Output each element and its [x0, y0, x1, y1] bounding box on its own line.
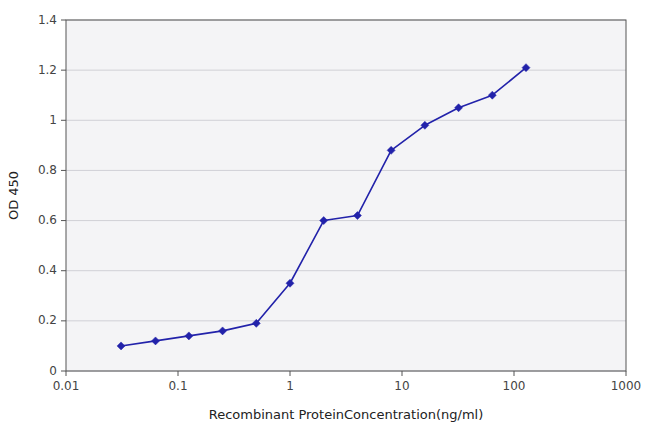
- tick-label: 0.4: [38, 263, 57, 277]
- tick-label: 1.4: [38, 13, 57, 27]
- tick-mark: [66, 371, 67, 376]
- grid-line: [66, 320, 626, 321]
- grid-line: [66, 70, 626, 71]
- data-layer: [117, 64, 530, 350]
- chart-container: 0 0.2 0.4 0.6 0.8 1 1.2 1.4 0.01 0.1 1 10 100 1000 Rec…: [0, 0, 650, 433]
- data-line: [121, 68, 526, 346]
- tick-label: 100: [503, 379, 526, 393]
- plot-area: 0 0.2 0.4 0.6 0.8 1 1.2 1.4 0.01 0.1 1 10 100 1000: [38, 13, 641, 394]
- data-point: [320, 217, 328, 225]
- tick-mark: [402, 371, 403, 376]
- data-point: [286, 279, 294, 287]
- data-point: [522, 64, 530, 72]
- data-point: [219, 327, 227, 335]
- tick-label: 0.6: [38, 213, 57, 227]
- tick-label: 10: [394, 379, 409, 393]
- data-point: [421, 121, 429, 129]
- tick-mark: [178, 371, 179, 376]
- tick-label: 0: [49, 364, 57, 378]
- tick-mark: [61, 220, 66, 221]
- tick-label: 0.1: [168, 379, 187, 393]
- data-point: [152, 337, 160, 345]
- data-point: [185, 332, 193, 340]
- grid-line: [66, 120, 626, 121]
- tick-mark: [514, 371, 515, 376]
- chart: 0 0.2 0.4 0.6 0.8 1 1.2 1.4 0.01 0.1 1 10 100 1000 Rec…: [0, 0, 650, 433]
- tick-label: 1: [286, 379, 294, 393]
- data-point: [455, 104, 463, 112]
- tick-mark: [61, 320, 66, 321]
- tick-mark: [61, 371, 66, 372]
- tick-mark: [61, 270, 66, 271]
- data-point: [488, 91, 496, 99]
- y-axis-label: OD 450: [6, 171, 21, 220]
- grid-line: [66, 170, 626, 171]
- plot-background: [66, 20, 626, 371]
- tick-label: 1000: [611, 379, 642, 393]
- tick-mark: [626, 371, 627, 376]
- tick-mark: [61, 20, 66, 21]
- plot-frame: [66, 20, 626, 371]
- tick-mark: [61, 70, 66, 71]
- data-point: [387, 146, 395, 154]
- tick-mark: [61, 170, 66, 171]
- grid-line: [66, 220, 626, 221]
- tick-mark: [290, 371, 291, 376]
- tick-label: 0.2: [38, 313, 57, 327]
- data-point: [252, 319, 260, 327]
- tick-label: 0.8: [38, 163, 57, 177]
- tick-label: 1.2: [38, 63, 57, 77]
- data-point: [117, 342, 125, 350]
- tick-label: 0.01: [53, 379, 80, 393]
- tick-mark: [61, 120, 66, 121]
- data-point: [353, 212, 361, 220]
- x-axis-label: Recombinant ProteinConcentration(ng/ml): [209, 407, 484, 422]
- tick-label: 1: [49, 113, 57, 127]
- grid-line: [66, 270, 626, 271]
